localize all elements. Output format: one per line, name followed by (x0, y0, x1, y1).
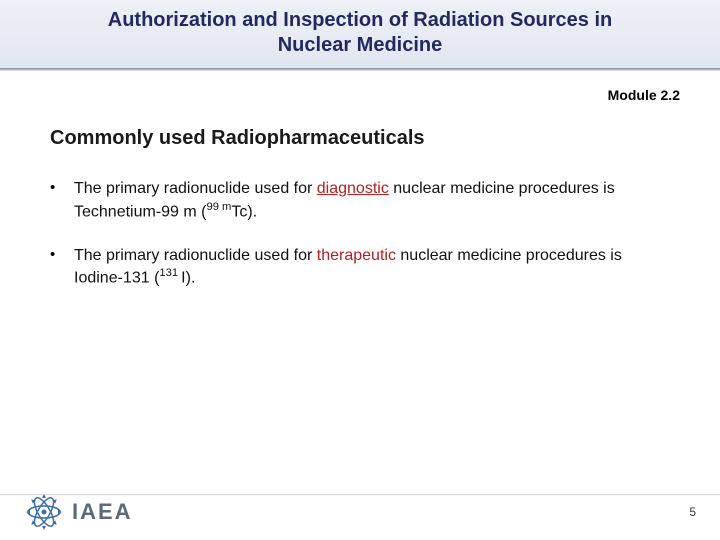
org-name: IAEA (72, 499, 133, 525)
bullet-pre: The primary radionuclide used for (74, 180, 317, 197)
atom-icon (24, 492, 64, 532)
title-band: Authorization and Inspection of Radiatio… (0, 0, 720, 68)
content-area: Commonly used Radiopharmaceuticals • The… (0, 103, 720, 289)
superscript: 99 m (207, 201, 232, 213)
keyword-diagnostic: diagnostic (317, 180, 389, 197)
bullet-text: The primary radionuclide used for therap… (74, 245, 670, 290)
module-label: Module 2.2 (0, 77, 720, 103)
list-item: • The primary radionuclide used for diag… (50, 178, 670, 223)
bullet-text: The primary radionuclide used for diagno… (74, 178, 670, 223)
bullet-marker: • (50, 245, 74, 265)
bullet-pre: The primary radionuclide used for (74, 247, 317, 264)
title-line-1: Authorization and Inspection of Radiatio… (108, 9, 612, 31)
logo: IAEA (24, 492, 133, 532)
list-item: • The primary radionuclide used for ther… (50, 245, 670, 290)
bullet-post2: Tc). (231, 203, 257, 220)
page-title: Authorization and Inspection of Radiatio… (30, 8, 690, 58)
bullet-list: • The primary radionuclide used for diag… (50, 178, 670, 289)
superscript: 131 (159, 267, 181, 279)
slide-subtitle: Commonly used Radiopharmaceuticals (50, 127, 670, 150)
footer: IAEA 5 (0, 492, 720, 540)
bullet-marker: • (50, 178, 74, 198)
title-line-2: Nuclear Medicine (278, 34, 443, 56)
bullet-post2: I). (181, 269, 195, 286)
page-number: 5 (689, 505, 696, 519)
keyword-therapeutic: therapeutic (317, 247, 396, 264)
